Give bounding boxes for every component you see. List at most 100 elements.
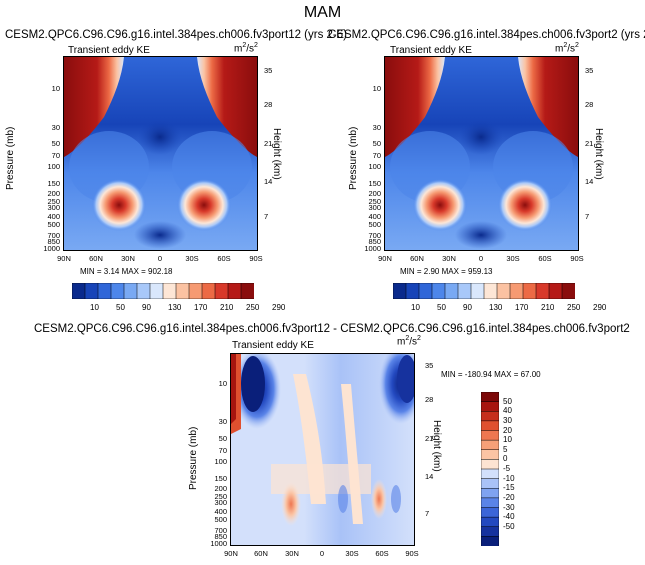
panel-2-ytick: 500 [368,220,381,229]
panel-2-ytick: 50 [373,139,381,148]
panel-2-colorbar-label: 250 [567,303,581,312]
panel-3-ytick: 30 [219,417,227,426]
panel-1-rtick: 7 [264,212,268,221]
panel-2-xtick: 60S [538,254,551,263]
panel-3-ytick: 10 [219,379,227,388]
panel-2-left-ticks: 10 30 50 70 100 150 200 250 300 400 500 … [364,84,381,253]
panel-1-rtick: 21 [264,139,272,148]
panel-2-colorbar-label: 210 [541,303,555,312]
panel-3-colorbar-swatch [480,478,500,489]
panel-3-colorbar-label: -40 [503,512,515,522]
panel-1-subtitle: Transient eddy KE [68,45,150,56]
panel-2-xtick: 60N [410,254,424,263]
figure-title: MAM [303,4,342,21]
panel-3-ytick: 700 [214,526,227,535]
panel-3-x-ticks: 90N 60N 30N 0 30S 60S 90S [224,549,419,558]
panel-1-ytick: 70 [52,151,60,160]
panel-1-xtick: 60N [89,254,103,263]
panel-2-colorbar-labels: 10 50 90 130 170 210 250 290 [393,303,606,313]
panel-1-xtick: 90N [57,254,71,263]
panel-3-ytick: 1000 [210,539,227,548]
panel-1-ytick: 400 [47,212,60,221]
panel-2-ytick: 400 [368,212,381,221]
panel-2-colorbar-label: 90 [463,303,472,312]
panel-1-units: m2/s2 [234,42,258,54]
panel-3-colorbar-swatch [480,526,500,537]
panel-1-left-ticks: 10 30 50 70 100 150 200 250 300 400 500 … [43,84,60,253]
panel-3-rtick: 28 [425,395,433,404]
panel-3-colorbar-swatch [480,497,500,509]
panel-1-ytick: 50 [52,139,60,148]
panel-3-colorbar-swatch [480,468,500,480]
panel-2-x-ticks: 90N 60N 30N 0 30S 60S 90S [378,254,584,263]
panel-1-ytick: 700 [47,231,60,240]
panel-1-colorbar [71,282,255,300]
panel-3-ytick: 400 [214,507,227,516]
panel-1-plot-area [63,56,258,251]
panel-3-rtick: 21 [425,434,433,443]
panel-3-colorbar-label: -20 [503,492,515,502]
panel-3-colorbar-label: 0 [503,454,508,464]
panel-2-rtick: 28 [585,100,593,109]
panel-3-colorbar-swatch [480,439,500,451]
panel-3-subtitle: Transient eddy KE [232,340,314,351]
panel-2-units-sup-2: 2 [575,42,579,49]
panel-2-rtick: 35 [585,66,593,75]
panel-3-colorbar [480,391,500,547]
panel-3-colorbar-labels: 50 40 30 20 10 5 0 -5 -10 -15 -20 -30 -40 -50 [503,392,543,546]
panel-3-colorbar-swatch [480,459,500,470]
panel-3-colorbar-label: 40 [503,406,512,416]
panel-1-heatmap [64,57,257,250]
panel-1-ytick: 200 [47,189,60,198]
panel-3-colorbar-swatches [480,391,500,547]
panel-2-units-sup: 2 [563,42,568,49]
panel-1-stats: MIN = 3.14 MAX = 902.18 [80,267,173,276]
panel-1-xtick: 30S [185,254,198,263]
panel-1-rtick: 35 [264,66,272,75]
panel-3-xtick: 90S [405,549,418,558]
panel-3-units-slash: /s [409,336,418,348]
panel-1-colorbar-labels: 10 50 90 130 170 210 250 290 [72,303,285,313]
panel-1-ytick: 100 [47,162,60,171]
panel-3-colorbar-label: 10 [503,435,512,445]
panel-3-colorbar-swatch [480,507,500,518]
panel-3-xtick: 30N [285,549,299,558]
panel-2-ytick: 250 [368,197,381,206]
panel-1-ytick: 250 [47,197,60,206]
panel-3-rtick: 14 [425,472,433,481]
panel-3-xtick: 60N [254,549,268,558]
panel-1-units-sup: 2 [242,42,247,49]
panel-1-colorbar-label: 210 [220,303,234,312]
panel-2-xtick: 30S [506,254,519,263]
panel-3-ytick: 70 [219,446,227,455]
panel-3-ytick: 100 [214,457,227,466]
panel-3-colorbar-label: -10 [503,473,515,483]
panel-2-ytick: 30 [373,123,381,132]
panel-3-ytick: 500 [214,515,227,524]
panel-2-colorbar-label: 170 [515,303,529,312]
panel-1-xtick: 30N [121,254,135,263]
panel-2-heatmap [385,57,578,250]
panel-2-units: m2/s2 [555,42,579,54]
panel-1-title: CESM2.QPC6.C96.C96.g16.intel.384pes.ch00… [5,29,347,41]
panel-3-units-sup: 2 [405,335,410,342]
panel-2-stats: MIN = 2.90 MAX = 959.13 [400,267,493,276]
panel-3-units-base: m [397,336,406,348]
panel-3-colorbar-label: 5 [503,444,508,454]
panel-3-units: m2/s2 [397,335,421,347]
panel-3-xtick: 0 [320,549,324,558]
panel-1-colorbar-label: 290 [272,303,286,312]
panel-2-xtick: 30N [442,254,456,263]
panel-3-colorbar-label: -50 [503,521,515,531]
panel-3-colorbar-swatch [480,536,500,547]
panel-3-units-sup-2: 2 [417,335,421,342]
panel-3-colorbar-swatch [480,401,500,412]
panel-2-colorbar [392,282,576,300]
panel-3-ytick: 200 [214,484,227,493]
panel-1-ytick: 500 [47,220,60,229]
panel-1-colorbar-label: 250 [246,303,260,312]
panel-3-xtick: 90N [224,549,238,558]
panel-2-ytick: 150 [368,179,381,188]
panel-2-colorbar-label: 130 [489,303,503,312]
